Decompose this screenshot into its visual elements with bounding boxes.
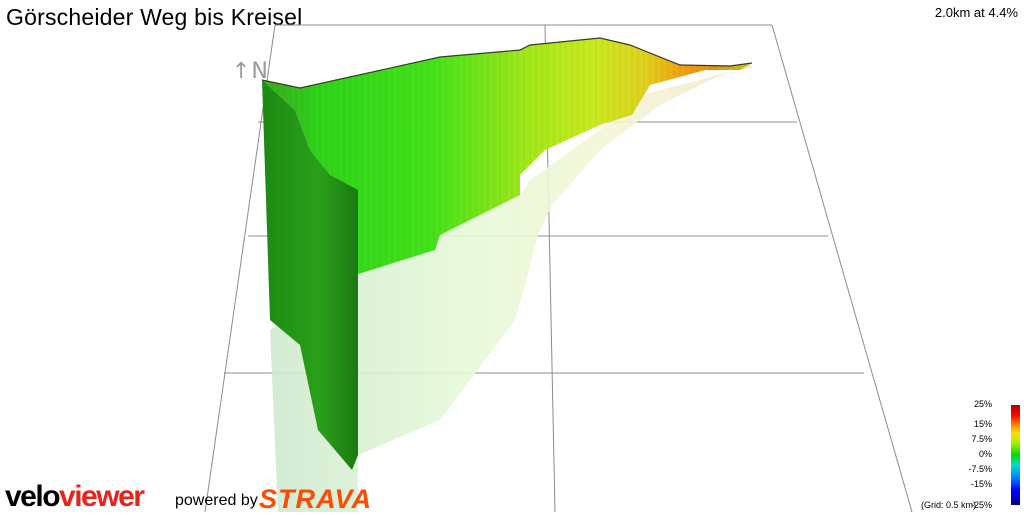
grid-scale-note: (Grid: 0.5 km)	[920, 500, 976, 510]
logo-viewer-text: viewer	[59, 480, 145, 513]
profile-ridge-line	[261, 37, 753, 89]
segment-title: Görscheider Weg bis Kreisel	[6, 4, 303, 30]
legend-tick: -15%	[970, 479, 992, 489]
gradient-colorbar	[1011, 405, 1020, 505]
segment-stat: 2.0km at 4.4%	[934, 5, 1018, 20]
veloviewer-logo[interactable]: veloviewer	[5, 480, 145, 514]
legend-tick: 15%	[973, 419, 992, 429]
profile-wall-stripes	[262, 38, 752, 275]
strava-logo[interactable]: STRAVA	[259, 484, 372, 514]
powered-by-label: powered by	[175, 492, 258, 509]
legend-tick: 25%	[973, 399, 992, 409]
legend-tick: 0%	[978, 449, 992, 459]
legend-tick: -7.5%	[968, 464, 992, 474]
profile-front-face	[262, 80, 358, 470]
legend-tick: -25%	[970, 500, 992, 510]
profile-shadow	[270, 63, 752, 512]
logo-velo-text: velo	[5, 480, 61, 513]
legend-tick: 7.5%	[971, 434, 992, 444]
north-arrow-icon: ↑N	[232, 59, 269, 84]
